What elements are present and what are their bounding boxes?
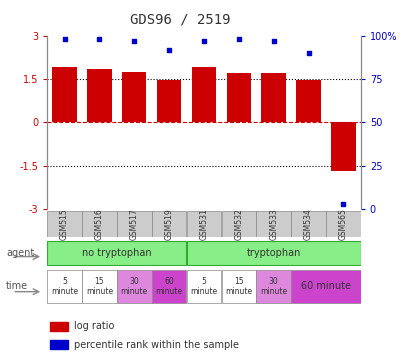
Bar [256,270,290,303]
Point [305,50,311,56]
Bar [221,211,256,237]
Text: GSM517: GSM517 [130,208,138,240]
Bar [221,270,256,303]
Point [61,36,68,42]
Bar [157,80,181,122]
Text: GSM515: GSM515 [60,208,69,240]
Text: no tryptophan: no tryptophan [82,247,151,258]
Bar [290,270,360,303]
Bar [186,241,360,265]
Bar [47,270,82,303]
Text: GSM533: GSM533 [269,208,277,240]
Text: GSM565: GSM565 [338,208,347,240]
Text: 15
minute: 15 minute [225,277,252,296]
Text: tryptophan: tryptophan [246,247,300,258]
Text: 30
minute: 30 minute [259,277,287,296]
Bar [117,211,151,237]
Point [339,201,346,206]
Text: GSM532: GSM532 [234,208,243,240]
Bar [296,80,320,122]
Text: log ratio: log ratio [74,321,114,331]
Text: GSM516: GSM516 [95,208,103,240]
Point [270,38,276,44]
Text: GSM534: GSM534 [303,208,312,240]
Bar [82,270,117,303]
Bar [186,270,221,303]
Point [235,36,242,42]
Bar [191,67,216,122]
Bar [47,241,186,265]
Bar [82,211,117,237]
Text: time: time [6,281,28,291]
Bar [87,69,111,122]
Text: GSM531: GSM531 [199,208,208,240]
Bar [47,211,82,237]
Bar [151,211,186,237]
Bar [151,270,186,303]
Bar [261,73,285,122]
Text: 30
minute: 30 minute [120,277,148,296]
Bar [52,67,76,122]
Text: GSM519: GSM519 [164,208,173,240]
Text: 5
minute: 5 minute [51,277,78,296]
Bar [325,211,360,237]
Text: 60 minute: 60 minute [300,281,350,291]
Point [200,38,207,44]
Bar [290,211,325,237]
Point [166,47,172,52]
Bar [50,340,67,349]
Bar [186,211,221,237]
Text: 15
minute: 15 minute [85,277,113,296]
Text: agent: agent [6,247,34,258]
Text: GDS96 / 2519: GDS96 / 2519 [130,12,230,26]
Bar [117,270,151,303]
Point [96,36,103,42]
Text: percentile rank within the sample: percentile rank within the sample [74,340,238,350]
Text: 60
minute: 60 minute [155,277,182,296]
Bar [226,73,250,122]
Bar [50,322,67,331]
Bar [256,211,290,237]
Text: 5
minute: 5 minute [190,277,217,296]
Bar [122,72,146,122]
Point [131,38,137,44]
Bar [330,122,355,171]
